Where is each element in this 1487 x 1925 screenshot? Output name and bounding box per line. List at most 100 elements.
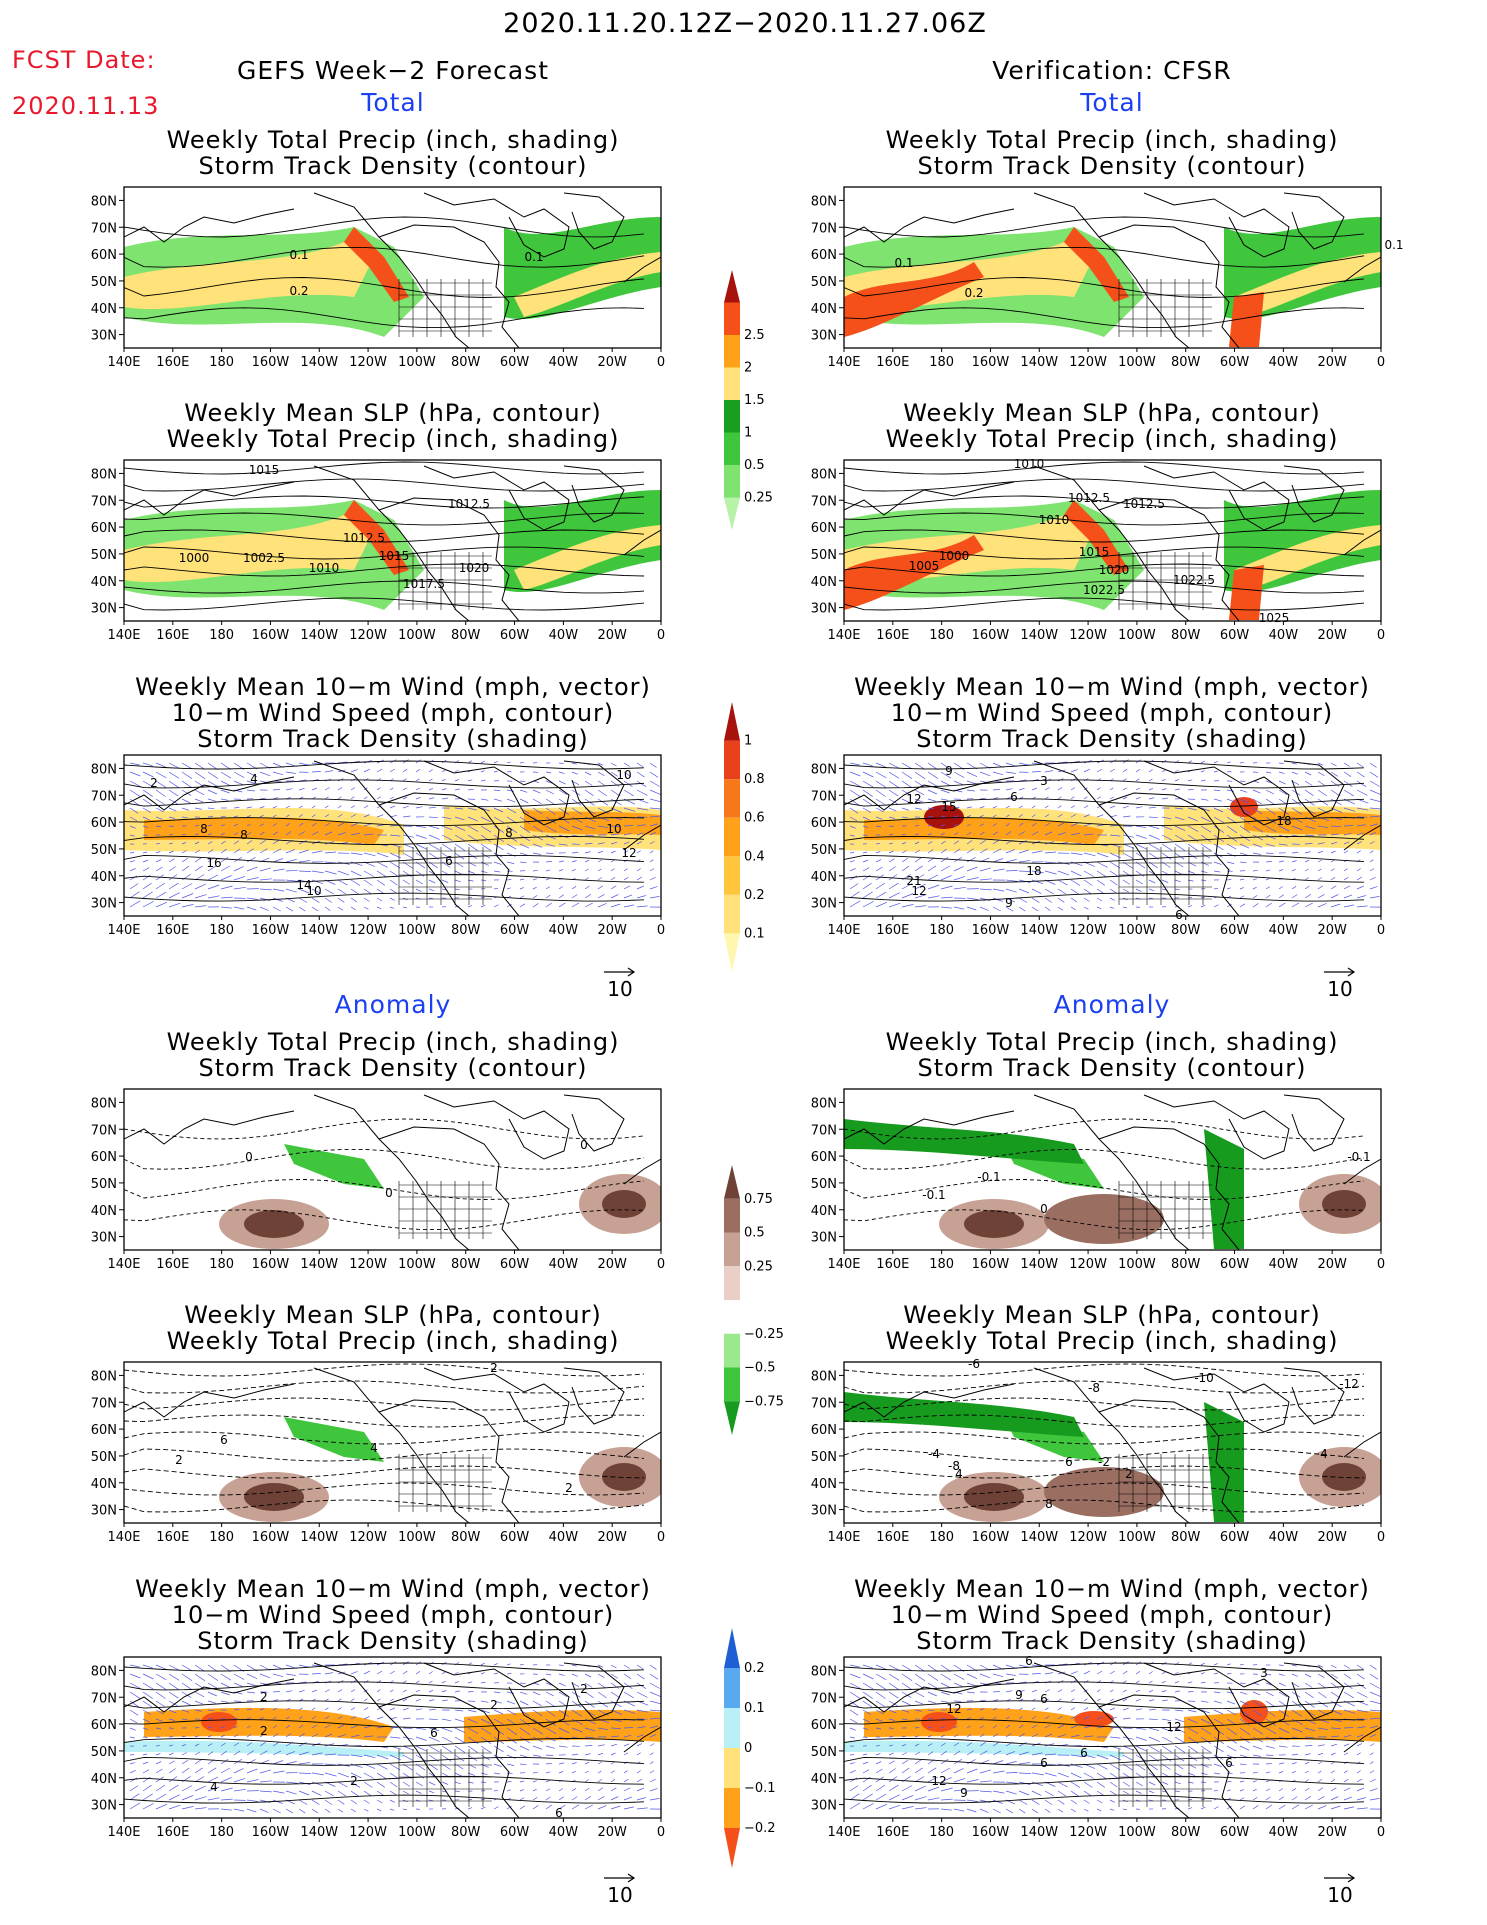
wind-vector [1031,1799,1040,1805]
wind-vector [389,879,398,886]
wind-vector [207,824,213,827]
contour-line [844,307,1365,329]
wind-vector [1070,1689,1075,1693]
wind-vector [953,815,959,818]
wind-vector [337,1724,345,1729]
wind-vector [246,877,259,881]
wind-vector [532,1736,544,1743]
wind-vector [441,1680,446,1684]
wind-vector [1330,1761,1335,1765]
wind-vector [979,840,986,845]
wind-vector [1304,789,1314,796]
wind-vector [259,878,272,881]
coastline [378,497,520,621]
wind-vector [337,897,345,903]
wind-vector [272,868,285,872]
coastline [844,481,1015,516]
lon-label: 60W [500,355,530,370]
wind-vector [649,789,661,796]
wind-vector [992,1799,1003,1804]
wind-vector [1239,1745,1250,1751]
wind-vector [1356,1734,1364,1738]
dry-anomaly [964,1483,1024,1511]
wind-vector [389,787,394,791]
wind-vector [311,888,322,894]
wind-vector [1109,805,1116,809]
wind-vector [571,762,577,765]
wind-vector [1200,904,1206,908]
contour-label: 1015 [1079,545,1110,559]
wind-vector [337,1781,348,1788]
wind-vector [259,840,266,845]
wind-vector [519,780,526,783]
wind-vector [376,1689,381,1693]
wind-vector [259,1733,265,1738]
wind-vector [901,1682,912,1690]
contour-label: 6 [430,1726,438,1740]
wind-vector [597,1700,609,1708]
wind-vector [1135,1727,1146,1730]
wind-vector [888,1760,895,1765]
lon-label: 140W [1020,355,1058,370]
wind-vector [181,1760,188,1765]
coastline [1343,1726,1381,1753]
wind-vector [979,906,989,911]
wind-vector [298,897,308,903]
coastline [124,481,295,516]
wind-vector [1278,789,1288,796]
wind-vector [1005,831,1012,836]
colorbar-segment [724,1401,740,1435]
wind-vector [298,787,305,791]
wind-vector [207,1691,218,1697]
wind-vector [519,1805,526,1810]
wind-vector [311,1716,316,1720]
wind-vector [862,1793,873,1801]
wind-vector [1005,805,1010,809]
wind-vector [927,780,938,787]
wind-vector [363,1735,374,1738]
wind-vector [1304,851,1311,854]
wind-vector [246,906,257,911]
contour-line [124,1775,645,1785]
wind-vector [194,849,201,854]
wind-vector [311,879,324,885]
map-border [843,186,1382,349]
wind-vector [1083,1781,1093,1788]
wind-vector [1291,798,1302,806]
wind-vector [1018,1742,1027,1747]
wind-vector [979,1750,988,1756]
wind-vector [298,849,309,854]
wind-vector [311,1707,316,1711]
wind-vector [376,796,381,800]
wind-vector [1278,869,1284,872]
wind-vector [220,780,231,787]
wind-vector [610,833,620,836]
lat-label: 50N [811,1177,837,1192]
wind-vector [979,1699,986,1702]
wind-vector [1343,771,1352,777]
wind-vector [1304,1727,1316,1732]
panel-title-precip-storm-anom-left: Weekly Total Precip (inch, shading) Stor… [167,1029,620,1081]
wind-vector [597,1752,604,1756]
wind-vector [454,1736,466,1744]
colorbar-segment [724,1367,740,1402]
contour-label: 2 [260,1724,268,1738]
wind-vector [558,1762,565,1765]
wind-vector [1343,868,1348,872]
contour-label: -0.1 [977,1170,1000,1184]
wind-vector [1031,1724,1037,1729]
wind-vector [129,1700,140,1708]
wind-vector [1200,861,1209,866]
wind-vector [1356,905,1368,908]
wind-vector [311,1790,322,1796]
lon-label: 120W [349,1257,387,1272]
wind-vector [1252,789,1261,794]
contour-label: 1012.5 [1068,491,1110,505]
wind-vector [862,901,874,908]
lon-label: 100W [398,1825,436,1840]
wind-vector [1044,1707,1049,1711]
wind-vector [1083,823,1092,827]
wind-vector [849,816,858,822]
wind-vector [1122,1790,1129,1795]
wind-vector [1265,894,1271,899]
